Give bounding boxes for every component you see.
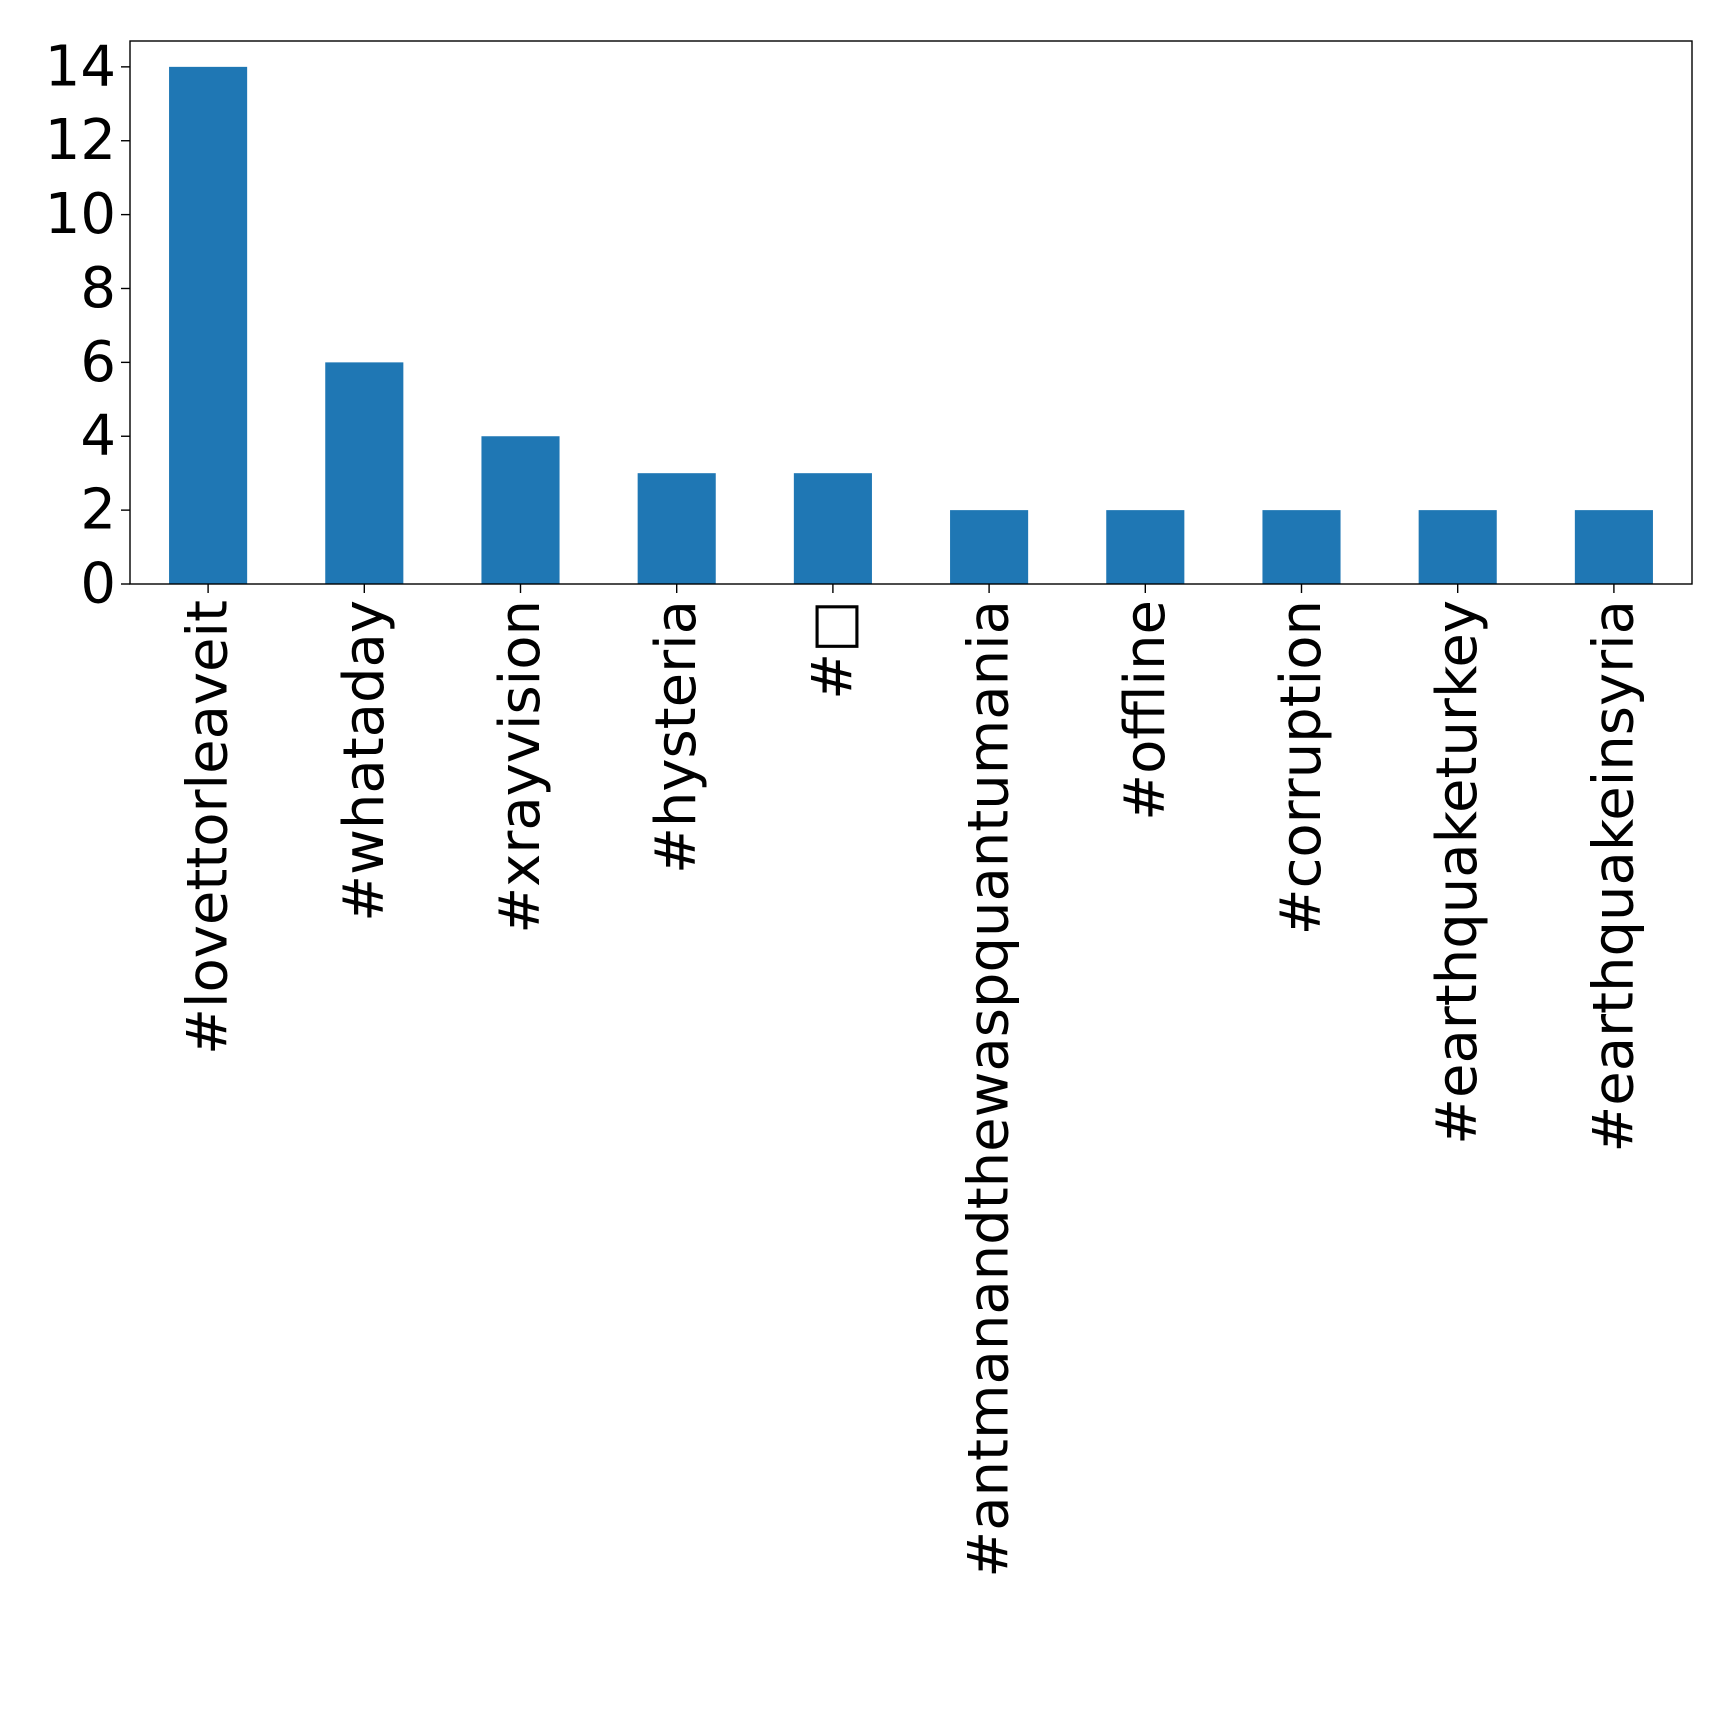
- x-tick-label: #offline: [1113, 600, 1178, 821]
- plot-frame: [129, 40, 1693, 585]
- axes-layer: [129, 40, 1693, 585]
- x-axis-ticks: #lovettorleaveit #whataday #xrayvision #hys…: [176, 584, 1646, 1578]
- y-tick-label: 8: [80, 256, 116, 321]
- bar-0: [169, 66, 248, 585]
- x-tick-label: #earthquaketurkey: [1425, 600, 1490, 1145]
- x-tick-label: #whataday: [332, 600, 397, 922]
- bar-8: [1418, 510, 1497, 584]
- y-tick-label: 6: [80, 330, 116, 395]
- y-tick-label: 12: [45, 108, 116, 173]
- y-tick-label: 0: [80, 552, 116, 617]
- bar-3: [637, 473, 716, 584]
- x-tick-label: #hysteria: [644, 600, 709, 874]
- bar-7: [1262, 510, 1341, 584]
- y-tick-label: 10: [45, 182, 116, 247]
- x-tick-label: #corruption: [1269, 600, 1334, 935]
- bar-4: [793, 473, 872, 584]
- x-tick-label: #antmanandthewaspquantumania: [957, 600, 1022, 1578]
- bar-1: [325, 362, 404, 584]
- y-tick-label: 14: [45, 34, 116, 99]
- x-tick-label: #□: [800, 600, 865, 700]
- bars-layer: [169, 66, 1653, 585]
- bar-2: [481, 436, 560, 584]
- x-tick-label: #xrayvision: [488, 600, 553, 934]
- bar-5: [950, 510, 1029, 584]
- bar-9: [1574, 510, 1653, 584]
- x-tick-label: #earthquakeinsyria: [1581, 600, 1646, 1153]
- y-tick-label: 4: [80, 404, 116, 469]
- y-axis-ticks: 0 2 4 6 8 10 12 14: [45, 34, 130, 617]
- y-tick-label: 2: [80, 478, 116, 543]
- x-tick-label: #lovettorleaveit: [176, 600, 241, 1055]
- bar-6: [1106, 510, 1185, 584]
